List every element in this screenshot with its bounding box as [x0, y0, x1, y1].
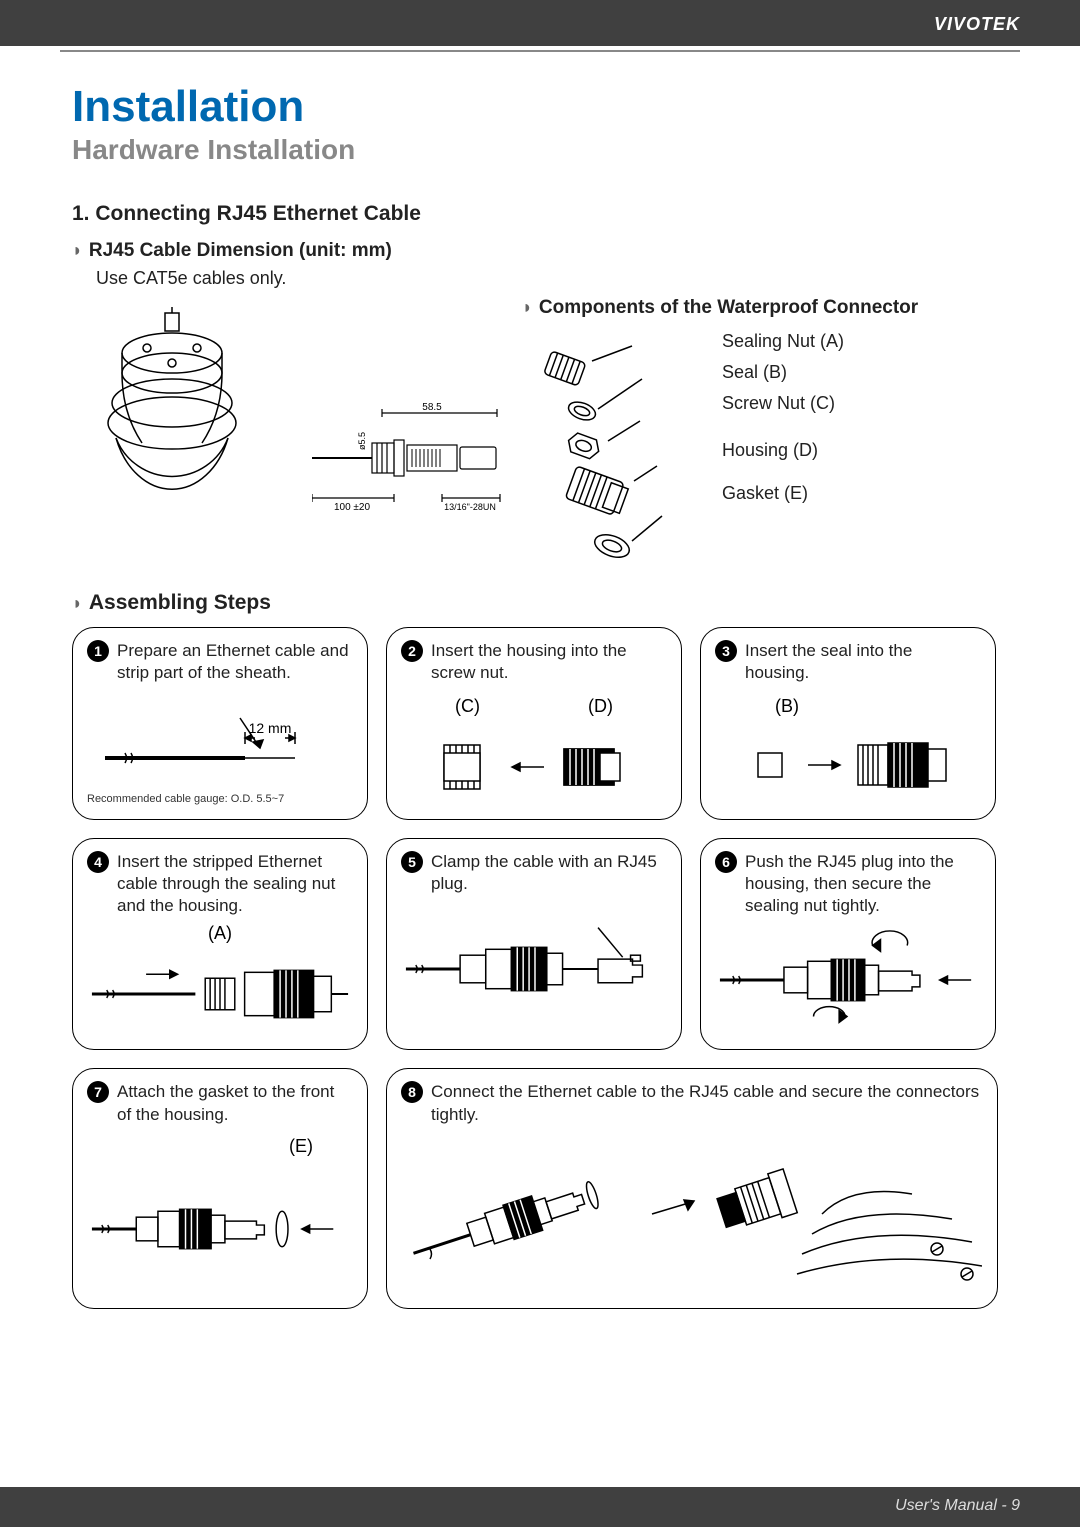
step-num-2: 2 — [401, 640, 423, 662]
step-5: 5 Clamp the cable with an RJ45 plug. — [386, 838, 682, 1050]
step-7-art — [87, 1165, 353, 1294]
step-1: 1 Prepare an Ethernet cable and strip pa… — [72, 627, 368, 820]
camera-diagram: 58.5 ø5.5 100 ±20 13/16"-28UN — [72, 303, 502, 543]
component-c: Screw Nut (C) — [722, 393, 844, 414]
step-4-art — [87, 952, 353, 1035]
brand-label: VIVOTEK — [934, 14, 1020, 35]
step-3-b: (B) — [775, 696, 799, 716]
step-6-text: Push the RJ45 plug into the housing, the… — [745, 851, 981, 917]
step-3: 3 Insert the seal into the housing. (B) — [700, 627, 996, 820]
section-heading: 1. Connecting RJ45 Ethernet Cable — [72, 202, 1008, 226]
camera-icon — [72, 303, 272, 543]
step-2-d: (D) — [588, 696, 613, 717]
components-heading: Components of the Waterproof Connector — [522, 297, 1008, 319]
dim-len: 100 ±20 — [334, 502, 371, 513]
step-2-c: (C) — [455, 696, 480, 717]
page-subtitle: Hardware Installation — [72, 134, 1008, 166]
step-8: 8 Connect the Ethernet cable to the RJ45… — [386, 1068, 998, 1308]
step-1-text: Prepare an Ethernet cable and strip part… — [117, 640, 353, 684]
rj45-dim-heading: RJ45 Cable Dimension (unit: mm) — [72, 240, 1008, 262]
step-6-art — [715, 925, 981, 1035]
step-7-text: Attach the gasket to the front of the ho… — [117, 1081, 353, 1125]
step-5-art — [401, 903, 667, 1035]
step-1-gauge: Recommended cable gauge: O.D. 5.5~7 — [87, 793, 353, 805]
header-bar: VIVOTEK — [0, 0, 1080, 46]
cat5e-note: Use CAT5e cables only. — [96, 268, 1008, 289]
step-7: 7 Attach the gasket to the front of the … — [72, 1068, 368, 1308]
assembling-heading: Assembling Steps — [72, 591, 1008, 615]
upper-row: 58.5 ø5.5 100 ±20 13/16"-28UN Components… — [72, 297, 1008, 571]
step-4-text: Insert the stripped Ethernet cable throu… — [117, 851, 353, 917]
step-3-text: Insert the seal into the housing. — [745, 640, 981, 684]
step-num-6: 6 — [715, 851, 737, 873]
component-b: Seal (B) — [722, 362, 844, 383]
dim-thread: 13/16"-28UN — [444, 502, 496, 512]
step-2-text: Insert the housing into the screw nut. — [431, 640, 667, 684]
dim-width: 58.5 — [422, 403, 442, 413]
step-8-art — [401, 1134, 983, 1294]
step-4: 4 Insert the stripped Ethernet cable thr… — [72, 838, 368, 1050]
connector-exploded-icon — [522, 331, 702, 571]
steps-grid: 1 Prepare an Ethernet cable and strip pa… — [72, 627, 1008, 1309]
camera-diagram-area: 58.5 ø5.5 100 ±20 13/16"-28UN — [72, 297, 502, 571]
footer-text: User's Manual - 9 — [895, 1497, 1020, 1515]
footer-bar: User's Manual - 9 — [0, 1487, 1080, 1527]
step-num-4: 4 — [87, 851, 109, 873]
step-4-a: (A) — [208, 923, 232, 943]
step-5-text: Clamp the cable with an RJ45 plug. — [431, 851, 667, 895]
page-content: Installation Hardware Installation 1. Co… — [0, 52, 1080, 1309]
components-diagram: Sealing Nut (A) Seal (B) Screw Nut (C) H… — [522, 331, 1008, 571]
component-d: Housing (D) — [722, 440, 844, 461]
step-num-5: 5 — [401, 851, 423, 873]
page-title: Installation — [72, 82, 1008, 132]
step-3-art — [715, 725, 981, 805]
components-area: Components of the Waterproof Connector — [522, 297, 1008, 571]
step-num-1: 1 — [87, 640, 109, 662]
step-num-7: 7 — [87, 1081, 109, 1103]
step-8-text: Connect the Ethernet cable to the RJ45 c… — [431, 1081, 983, 1125]
step-2-art — [401, 725, 667, 805]
component-labels: Sealing Nut (A) Seal (B) Screw Nut (C) H… — [722, 331, 844, 514]
component-e: Gasket (E) — [722, 483, 844, 504]
s1-dim: 12 mm — [249, 720, 292, 736]
component-a: Sealing Nut (A) — [722, 331, 844, 352]
step-7-e: (E) — [289, 1136, 313, 1156]
rj45-dimension-diagram: 58.5 ø5.5 100 ±20 13/16"-28UN — [312, 403, 512, 528]
step-1-art: 12 mm — [87, 692, 353, 793]
step-num-8: 8 — [401, 1081, 423, 1103]
step-num-3: 3 — [715, 640, 737, 662]
step-6: 6 Push the RJ45 plug into the housing, t… — [700, 838, 996, 1050]
dim-dia: ø5.5 — [357, 432, 367, 450]
step-2: 2 Insert the housing into the screw nut.… — [386, 627, 682, 820]
